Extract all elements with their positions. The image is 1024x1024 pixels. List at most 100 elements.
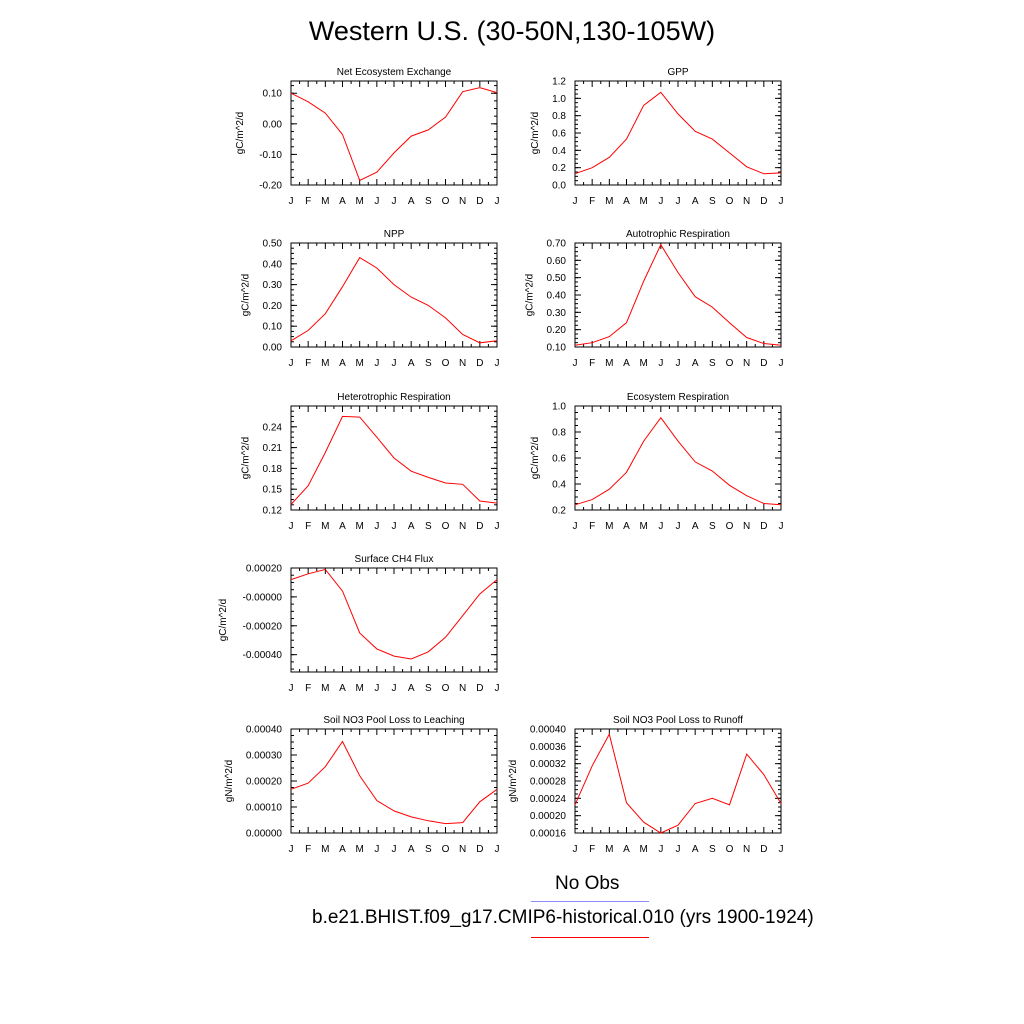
x-tick-label: D bbox=[476, 196, 483, 207]
y-tick-label: 0.00040 bbox=[530, 725, 567, 736]
y-tick-label: 0.00020 bbox=[246, 564, 283, 575]
y-tick-label: -0.00000 bbox=[243, 592, 283, 603]
y-tick-label: 0.15 bbox=[263, 485, 283, 496]
x-tick-label: J bbox=[573, 521, 578, 532]
y-axis-label: gN/m^2/d bbox=[224, 760, 235, 803]
x-tick-label: M bbox=[605, 844, 613, 855]
x-tick-label: J bbox=[658, 844, 663, 855]
y-tick-label: 0.00040 bbox=[246, 725, 283, 736]
x-tick-label: M bbox=[355, 521, 363, 532]
x-tick-label: J bbox=[374, 521, 379, 532]
x-tick-label: M bbox=[321, 683, 329, 694]
x-tick-label: F bbox=[589, 521, 595, 532]
y-tick-label: 0.24 bbox=[263, 422, 283, 433]
y-tick-label: 1.0 bbox=[552, 402, 566, 413]
x-tick-label: O bbox=[442, 521, 450, 532]
x-tick-label: N bbox=[743, 196, 750, 207]
x-tick-label: M bbox=[639, 521, 647, 532]
y-tick-label: 0.00030 bbox=[246, 751, 283, 762]
x-tick-label: J bbox=[676, 196, 681, 207]
x-tick-label: O bbox=[442, 844, 450, 855]
x-tick-label: J bbox=[392, 196, 397, 207]
x-tick-label: J bbox=[392, 844, 397, 855]
x-tick-label: J bbox=[573, 358, 578, 369]
series-line bbox=[574, 243, 782, 346]
y-tick-label: 0.20 bbox=[263, 301, 283, 312]
x-tick-label: F bbox=[305, 844, 311, 855]
x-tick-label: N bbox=[459, 521, 466, 532]
x-tick-label: D bbox=[760, 196, 767, 207]
y-tick-label: 0.10 bbox=[547, 343, 567, 354]
y-tick-label: 0.18 bbox=[263, 464, 283, 475]
x-tick-label: N bbox=[743, 358, 750, 369]
x-tick-label: J bbox=[289, 196, 294, 207]
x-tick-label: J bbox=[495, 196, 500, 207]
y-tick-label: 0.00028 bbox=[530, 777, 567, 788]
y-tick-label: 0.21 bbox=[263, 443, 283, 454]
y-tick-label: -0.10 bbox=[259, 150, 282, 161]
y-tick-label: 0.00032 bbox=[530, 759, 567, 770]
x-tick-label: D bbox=[760, 358, 767, 369]
y-tick-label: 0.40 bbox=[263, 259, 283, 270]
panel-title: GPP bbox=[667, 67, 688, 78]
x-tick-label: M bbox=[355, 844, 363, 855]
x-tick-label: J bbox=[374, 844, 379, 855]
y-tick-label: -0.00020 bbox=[243, 621, 283, 632]
x-tick-label: M bbox=[605, 196, 613, 207]
panel-9: J F M A M J J A S O N D J0.000400.000360.000320.0002… bbox=[508, 715, 784, 855]
x-tick-label: A bbox=[339, 683, 346, 694]
x-tick-label: J bbox=[779, 358, 784, 369]
x-tick-label: N bbox=[743, 521, 750, 532]
x-tick-label: J bbox=[658, 196, 663, 207]
x-tick-label: S bbox=[425, 521, 432, 532]
x-tick-label: D bbox=[476, 844, 483, 855]
x-tick-label: J bbox=[495, 683, 500, 694]
y-tick-label: 0.4 bbox=[552, 480, 566, 491]
legend-no-obs-label: No Obs bbox=[555, 873, 620, 894]
y-tick-label: 0.2 bbox=[552, 506, 566, 517]
plot-frame bbox=[574, 405, 782, 511]
x-tick-label: A bbox=[623, 521, 630, 532]
panel-title: Surface CH4 Flux bbox=[355, 554, 434, 565]
series-line bbox=[290, 87, 498, 182]
x-tick-label: M bbox=[321, 844, 329, 855]
x-tick-label: A bbox=[339, 196, 346, 207]
x-tick-label: J bbox=[658, 358, 663, 369]
x-tick-label: O bbox=[726, 196, 734, 207]
x-tick-label: A bbox=[408, 683, 415, 694]
x-tick-label: M bbox=[639, 196, 647, 207]
y-axis-label: gC/m^2/d bbox=[241, 437, 252, 480]
x-tick-label: F bbox=[589, 196, 595, 207]
x-tick-label: A bbox=[408, 844, 415, 855]
y-tick-label: 0.60 bbox=[547, 256, 567, 267]
y-tick-label: 0.00 bbox=[263, 343, 283, 354]
x-tick-label: A bbox=[692, 358, 699, 369]
panel-8: J F M A M J J A S O N D J0.000400.000300.000200.0001… bbox=[224, 715, 500, 855]
panel-title: NPP bbox=[384, 229, 405, 240]
y-tick-label: 0.6 bbox=[552, 129, 566, 140]
y-axis-label: gC/m^2/d bbox=[525, 274, 536, 317]
y-tick-label: 0.00020 bbox=[246, 777, 283, 788]
y-tick-label: 0.10 bbox=[263, 322, 283, 333]
x-tick-label: J bbox=[676, 844, 681, 855]
x-tick-label: S bbox=[709, 358, 716, 369]
x-tick-label: D bbox=[476, 358, 483, 369]
x-tick-label: J bbox=[374, 196, 379, 207]
x-tick-label: S bbox=[709, 844, 716, 855]
x-tick-label: J bbox=[392, 521, 397, 532]
x-tick-label: D bbox=[760, 844, 767, 855]
x-tick-label: O bbox=[442, 358, 450, 369]
plot-frame bbox=[290, 80, 498, 186]
panel-title: Heterotrophic Respiration bbox=[337, 392, 450, 403]
panel-4: J F M A M J J A S O N D J0.700.600.500.400.300.200.1… bbox=[525, 229, 784, 369]
series-line bbox=[290, 415, 498, 505]
panel-title: Soil NO3 Pool Loss to Leaching bbox=[323, 715, 464, 726]
series-line bbox=[574, 732, 782, 834]
x-tick-label: M bbox=[639, 844, 647, 855]
panel-title: Soil NO3 Pool Loss to Runoff bbox=[613, 715, 743, 726]
y-axis-label: gC/m^2/d bbox=[241, 274, 252, 317]
y-axis-label: gC/m^2/d bbox=[530, 112, 541, 155]
series-line bbox=[574, 416, 782, 506]
y-tick-label: 0.8 bbox=[552, 428, 566, 439]
x-tick-label: J bbox=[289, 521, 294, 532]
